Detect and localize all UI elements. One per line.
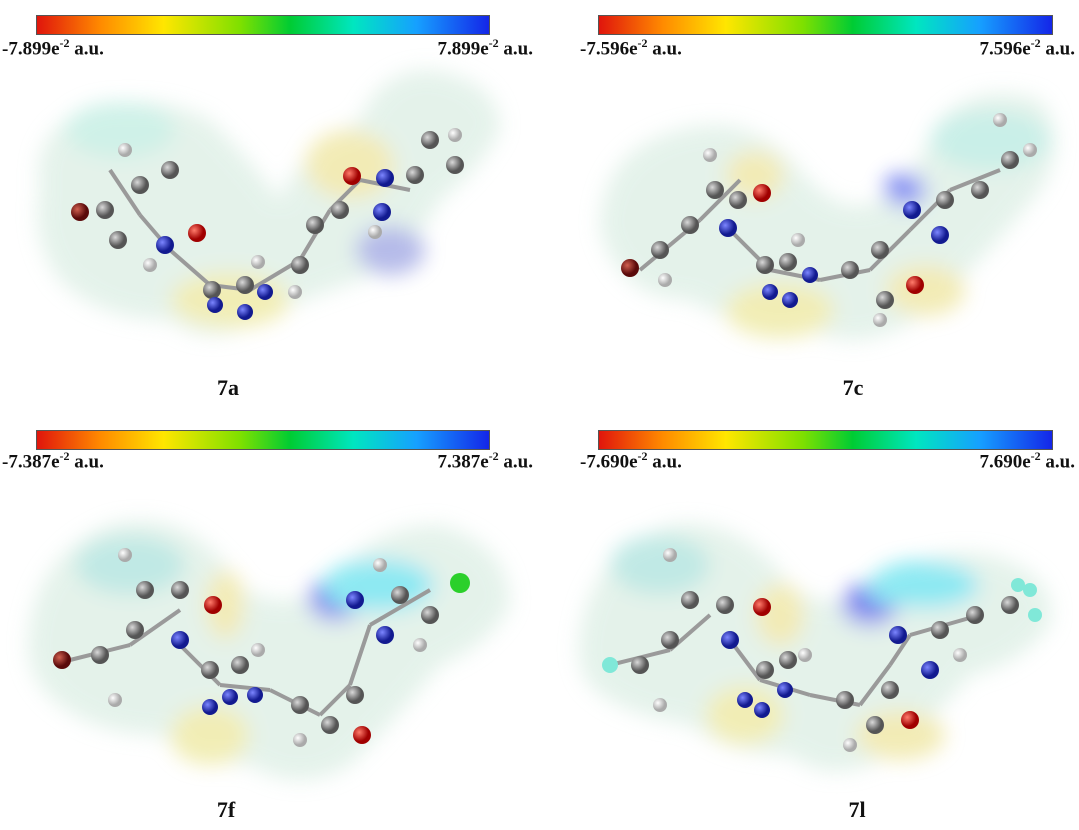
scale-max-label: 7.690e-2 a.u. bbox=[979, 449, 1075, 473]
scale-min-label: -7.387e-2 a.u. bbox=[2, 449, 104, 473]
esp-surface-molecule-7f bbox=[28, 521, 510, 780]
esp-panel-7a: -7.899e-2 a.u. 7.899e-2 a.u. bbox=[0, 0, 539, 415]
scale-max-label: 7.596e-2 a.u. bbox=[979, 36, 1075, 60]
scale-max-label: 7.899e-2 a.u. bbox=[437, 36, 533, 60]
scale-min-label: -7.596e-2 a.u. bbox=[580, 36, 682, 60]
esp-surface-molecule-7c bbox=[600, 93, 1055, 340]
esp-panel-7f: -7.387e-2 a.u. 7.387e-2 a.u. bbox=[0, 415, 539, 830]
esp-surface-molecule-7a bbox=[37, 70, 500, 335]
scale-min-label: -7.899e-2 a.u. bbox=[2, 36, 104, 60]
esp-color-scale-bar bbox=[598, 15, 1053, 35]
compound-label: 7a bbox=[217, 375, 239, 400]
compound-label: 7l bbox=[848, 797, 866, 822]
esp-color-scale-bar bbox=[598, 430, 1053, 450]
esp-color-scale-bar bbox=[36, 430, 490, 450]
esp-panel-7l: -7.690e-2 a.u. 7.690e-2 a.u. bbox=[540, 415, 1079, 830]
compound-label: 7f bbox=[216, 797, 236, 822]
scale-max-label: 7.387e-2 a.u. bbox=[437, 449, 533, 473]
esp-surface-molecule-7l bbox=[578, 523, 1052, 772]
scale-min-label: -7.690e-2 a.u. bbox=[580, 449, 682, 473]
esp-panel-7c: -7.596e-2 a.u. 7.596e-2 a.u. bbox=[540, 0, 1079, 415]
esp-color-scale-bar bbox=[36, 15, 490, 35]
compound-label: 7c bbox=[842, 375, 864, 400]
